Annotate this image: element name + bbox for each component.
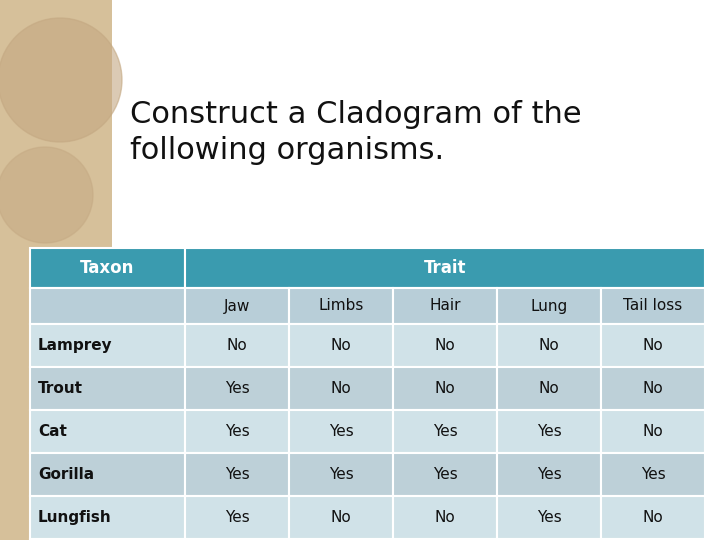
Text: Construct a Cladogram of the
following organisms.: Construct a Cladogram of the following o… bbox=[130, 100, 582, 165]
Bar bbox=[393, 539, 497, 540]
Text: No: No bbox=[330, 510, 351, 525]
Bar bbox=[289, 496, 393, 539]
Text: No: No bbox=[227, 338, 248, 353]
Bar bbox=[185, 248, 705, 288]
Text: Taxon: Taxon bbox=[81, 259, 135, 277]
Text: Hair: Hair bbox=[429, 299, 461, 314]
Bar bbox=[289, 367, 393, 410]
Text: Yes: Yes bbox=[225, 467, 249, 482]
Bar bbox=[185, 410, 289, 453]
Text: Yes: Yes bbox=[641, 467, 665, 482]
Bar bbox=[185, 539, 289, 540]
Circle shape bbox=[0, 147, 93, 243]
Circle shape bbox=[0, 18, 122, 142]
Text: Yes: Yes bbox=[536, 467, 562, 482]
Bar bbox=[393, 453, 497, 496]
Text: Yes: Yes bbox=[536, 424, 562, 439]
Bar bbox=[601, 496, 705, 539]
Text: Yes: Yes bbox=[433, 467, 457, 482]
Bar bbox=[30, 453, 185, 496]
Text: Lungfish: Lungfish bbox=[38, 510, 112, 525]
Text: Yes: Yes bbox=[225, 510, 249, 525]
Text: Yes: Yes bbox=[433, 424, 457, 439]
Bar bbox=[601, 324, 705, 367]
Text: Yes: Yes bbox=[328, 467, 354, 482]
Bar bbox=[393, 367, 497, 410]
Bar bbox=[497, 410, 601, 453]
Bar bbox=[185, 288, 289, 324]
Text: No: No bbox=[539, 381, 559, 396]
Bar bbox=[289, 539, 393, 540]
Text: No: No bbox=[435, 510, 455, 525]
Bar bbox=[393, 410, 497, 453]
Text: No: No bbox=[643, 510, 663, 525]
Text: Lung: Lung bbox=[531, 299, 567, 314]
Bar bbox=[601, 539, 705, 540]
Bar bbox=[497, 288, 601, 324]
Text: Yes: Yes bbox=[225, 424, 249, 439]
Bar bbox=[30, 288, 185, 324]
Text: Trait: Trait bbox=[424, 259, 467, 277]
Bar bbox=[185, 496, 289, 539]
Bar bbox=[30, 248, 185, 288]
Bar bbox=[601, 453, 705, 496]
Bar bbox=[497, 367, 601, 410]
Text: Limbs: Limbs bbox=[318, 299, 364, 314]
Bar bbox=[30, 367, 185, 410]
Bar bbox=[393, 324, 497, 367]
Text: Yes: Yes bbox=[328, 424, 354, 439]
Bar bbox=[30, 496, 185, 539]
Text: Cat: Cat bbox=[38, 424, 67, 439]
Bar bbox=[601, 367, 705, 410]
Bar bbox=[289, 288, 393, 324]
Bar bbox=[185, 453, 289, 496]
Text: Jaw: Jaw bbox=[224, 299, 250, 314]
Bar bbox=[289, 453, 393, 496]
Bar bbox=[497, 539, 601, 540]
Bar bbox=[289, 410, 393, 453]
Bar bbox=[393, 288, 497, 324]
Bar bbox=[30, 324, 185, 367]
Text: Trout: Trout bbox=[38, 381, 83, 396]
Text: Gorilla: Gorilla bbox=[38, 467, 94, 482]
Bar bbox=[185, 367, 289, 410]
Text: No: No bbox=[330, 338, 351, 353]
Bar bbox=[497, 324, 601, 367]
Text: Yes: Yes bbox=[225, 381, 249, 396]
Text: No: No bbox=[643, 424, 663, 439]
Bar bbox=[30, 410, 185, 453]
Bar bbox=[497, 453, 601, 496]
Text: No: No bbox=[435, 338, 455, 353]
Bar bbox=[30, 539, 185, 540]
Text: Lamprey: Lamprey bbox=[38, 338, 112, 353]
Bar bbox=[601, 288, 705, 324]
Text: No: No bbox=[330, 381, 351, 396]
Bar bbox=[185, 324, 289, 367]
Text: No: No bbox=[643, 338, 663, 353]
Text: Tail loss: Tail loss bbox=[624, 299, 683, 314]
Text: No: No bbox=[435, 381, 455, 396]
Text: Yes: Yes bbox=[536, 510, 562, 525]
Text: No: No bbox=[539, 338, 559, 353]
Bar bbox=[497, 496, 601, 539]
Text: No: No bbox=[643, 381, 663, 396]
Bar bbox=[601, 410, 705, 453]
Bar bbox=[289, 324, 393, 367]
Bar bbox=[393, 496, 497, 539]
Bar bbox=[112, 0, 720, 540]
